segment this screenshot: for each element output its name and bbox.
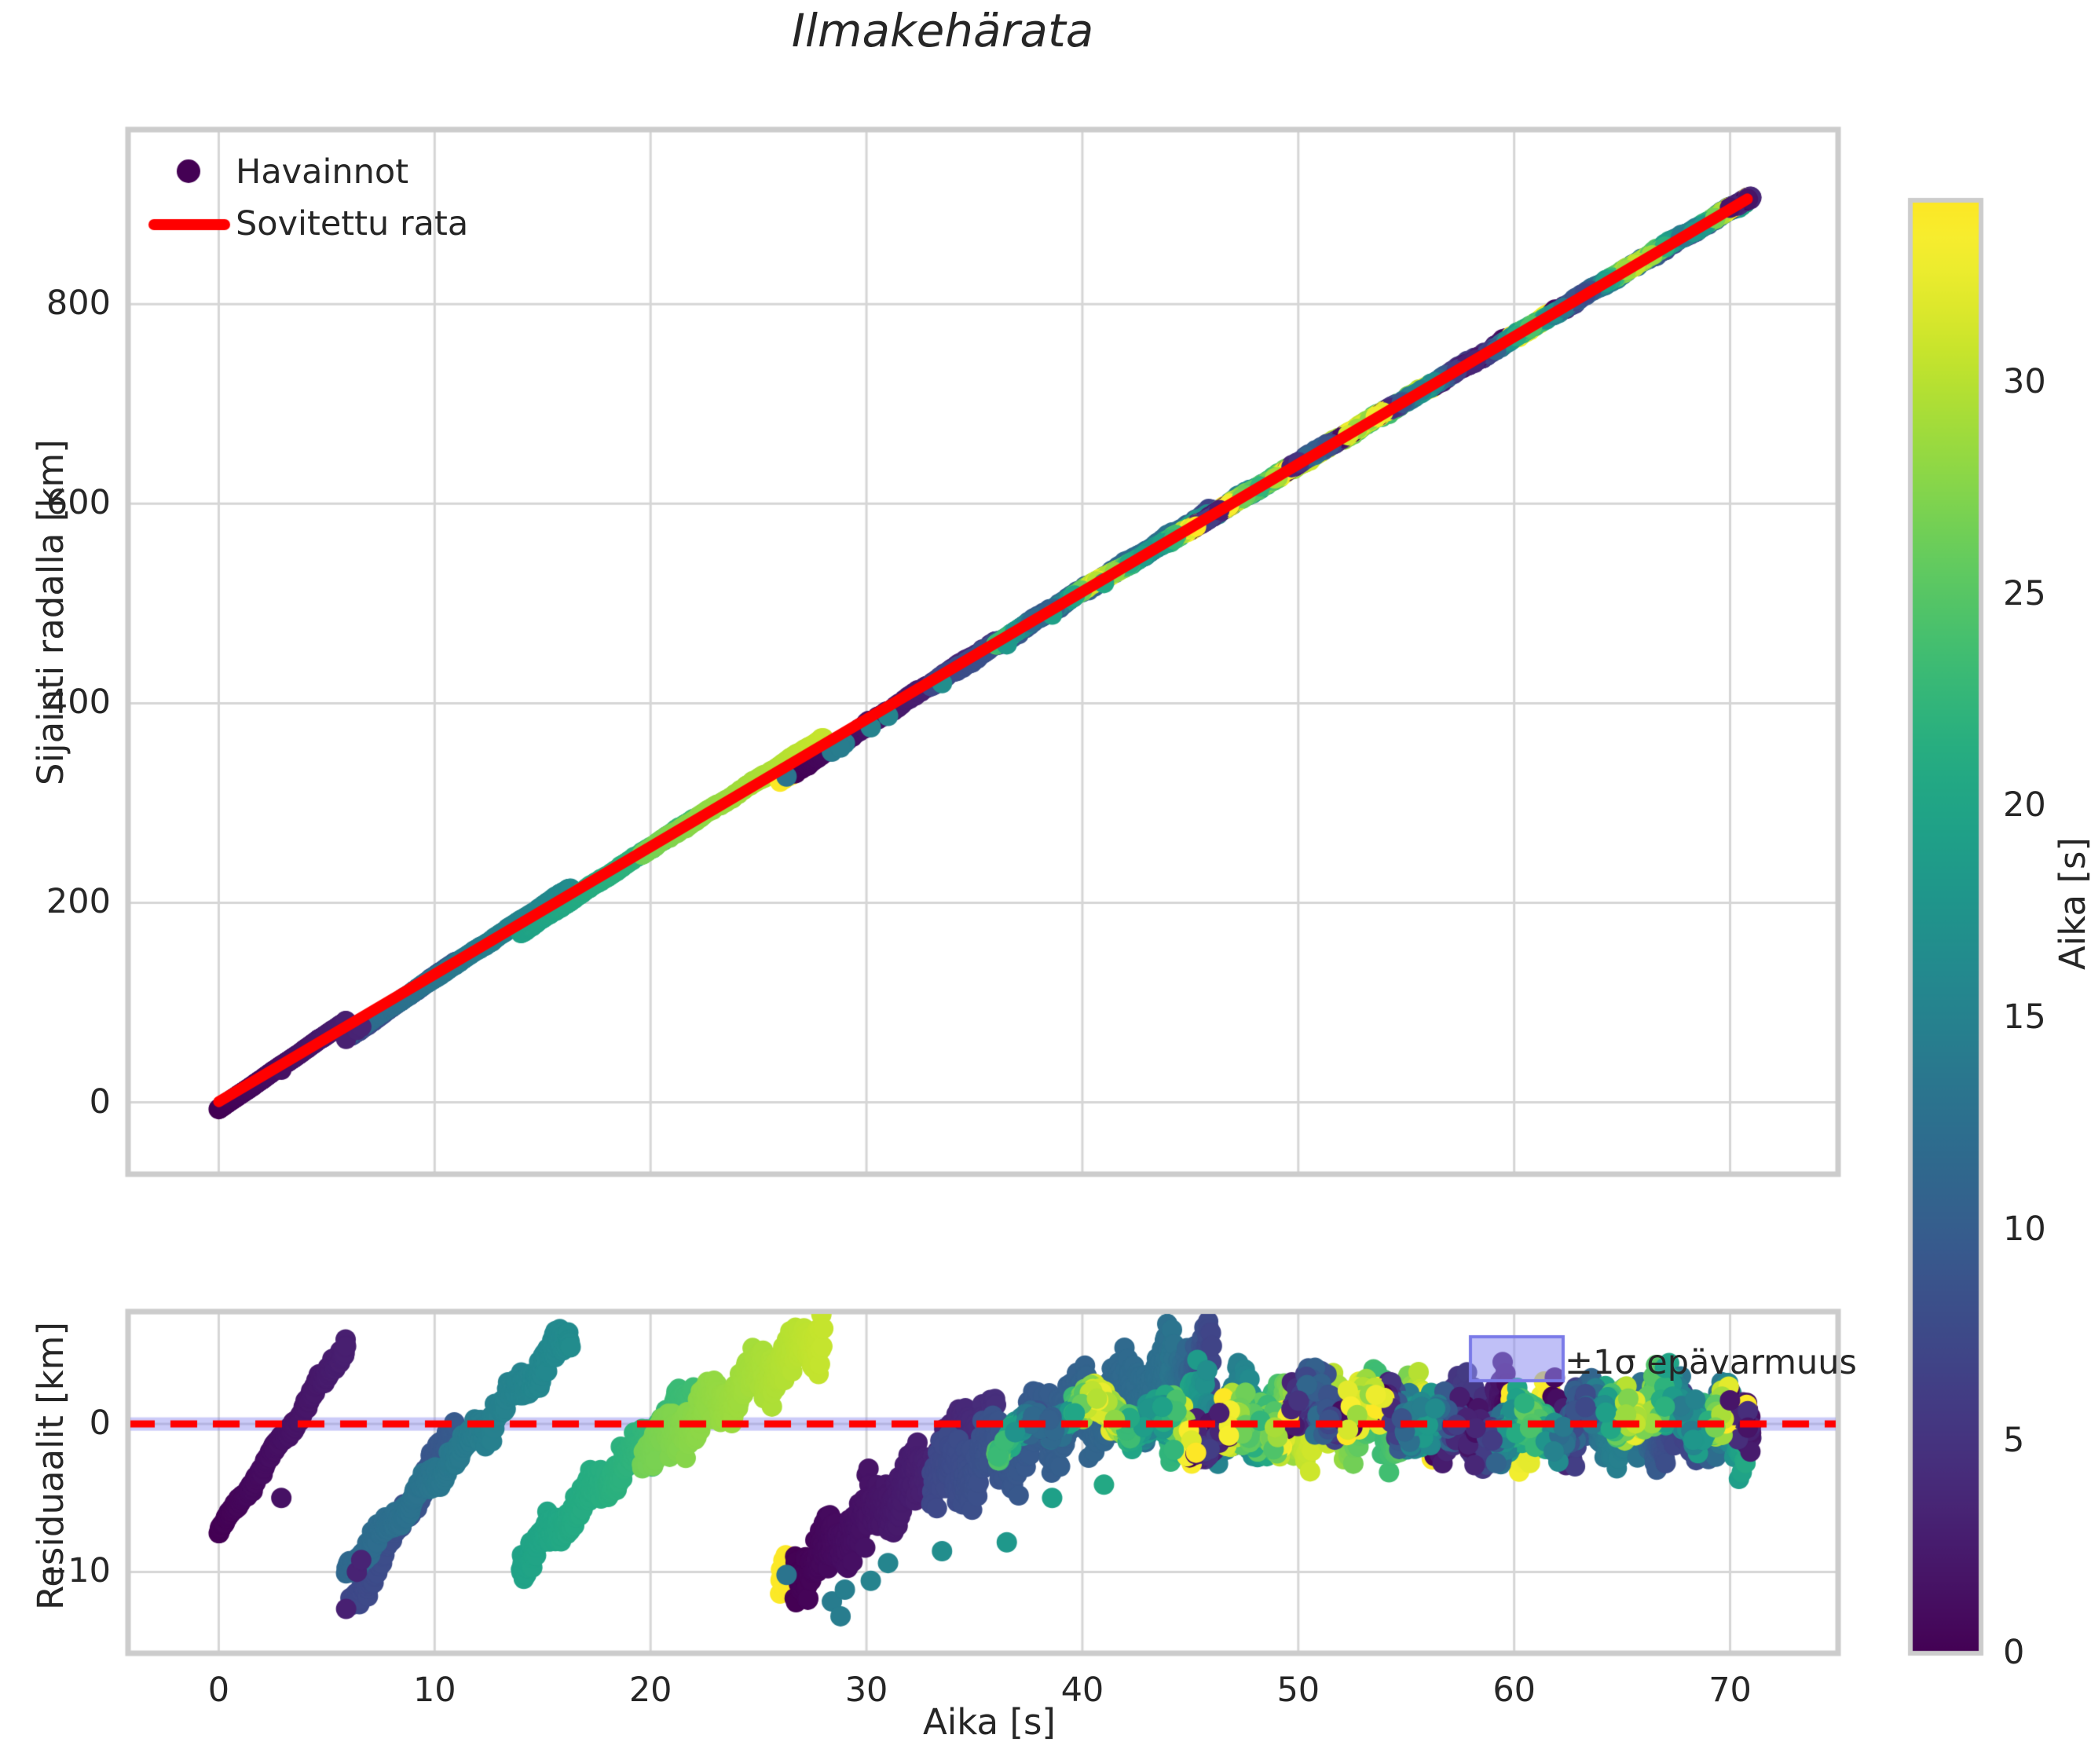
- legend-label-observations: Havainnot: [236, 152, 409, 192]
- cbtick-0: 0: [2003, 1633, 2025, 1672]
- xtick-2: 20: [628, 1671, 672, 1710]
- legend-label-fitted-track: Sovitettu rata: [236, 204, 469, 243]
- xtick-4: 40: [1060, 1671, 1104, 1710]
- residual-xlabel: Aika [s]: [923, 1701, 1056, 1743]
- legend-label-uncertainty: ±1σ epävarmuus: [1565, 1343, 1857, 1382]
- cbtick-1: 5: [2003, 1421, 2025, 1461]
- cbtick-4: 20: [2003, 785, 2046, 825]
- xtick-0: 0: [207, 1671, 230, 1710]
- xtick-5: 50: [1276, 1671, 1320, 1710]
- ytick-main-0: 0: [89, 1081, 111, 1122]
- xtick-6: 60: [1492, 1671, 1536, 1710]
- ytick-resid-1: −10: [39, 1551, 111, 1591]
- xtick-7: 70: [1708, 1671, 1752, 1710]
- ytick-main-3: 600: [46, 483, 111, 523]
- cbtick-3: 15: [2003, 997, 2046, 1037]
- xtick-3: 30: [844, 1671, 888, 1710]
- ytick-resid-0: 0: [89, 1404, 111, 1444]
- ytick-main-4: 800: [46, 284, 111, 324]
- figure-title: Ilmakehärata: [791, 4, 1094, 57]
- cbtick-2: 10: [2003, 1209, 2046, 1249]
- ytick-main-1: 200: [46, 882, 111, 922]
- xtick-1: 10: [412, 1671, 456, 1710]
- ytick-main-2: 400: [46, 683, 111, 723]
- colorbar-label: Aika [s]: [2052, 837, 2091, 970]
- cbtick-5: 25: [2003, 573, 2046, 613]
- cbtick-6: 30: [2003, 361, 2046, 401]
